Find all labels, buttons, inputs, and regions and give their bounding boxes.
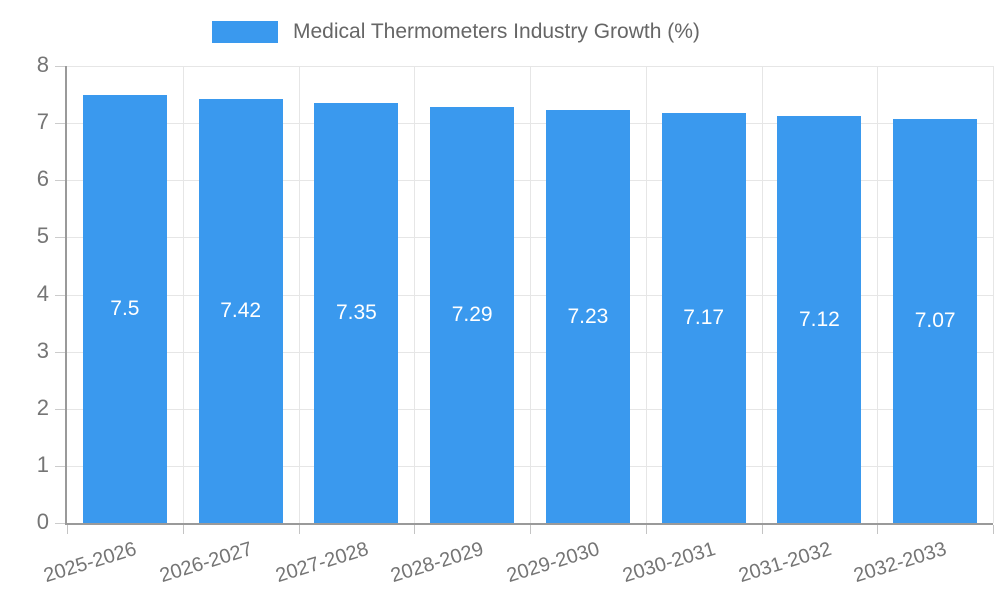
bar-value-label: 7.23 xyxy=(567,304,609,328)
x-axis-tick xyxy=(67,525,68,534)
x-axis-tick xyxy=(182,525,184,534)
x-axis-category-label: 2029-2030 xyxy=(504,538,603,588)
x-axis-category-label: 2025-2026 xyxy=(41,538,140,588)
y-axis-tick xyxy=(55,408,65,410)
y-axis-tick-label: 1 xyxy=(36,451,49,477)
y-axis-tick xyxy=(55,180,65,182)
y-axis-tick xyxy=(55,523,65,524)
bar[interactable]: 7.5 xyxy=(82,94,167,523)
plot-area: 0 1 2 3 4 5 6 7 8 7.5 7.42 7.35 7.29 7.23 7.17 7.12 7.07… xyxy=(37,52,994,587)
x-axis-category-label: 2032-2033 xyxy=(851,538,950,588)
bar[interactable]: 7.17 xyxy=(661,113,746,523)
v-gridline xyxy=(877,66,879,523)
y-axis-tick xyxy=(55,66,65,67)
y-axis-tick xyxy=(55,123,65,125)
bar-value-label: 7.17 xyxy=(683,306,725,330)
x-axis-tick xyxy=(530,525,531,534)
bar[interactable]: 7.42 xyxy=(198,99,283,523)
bar-value-label: 7.35 xyxy=(335,301,377,325)
bar-value-label: 7.42 xyxy=(220,299,262,323)
y-axis-tick-label: 0 xyxy=(36,508,49,534)
y-axis-tick-label: 6 xyxy=(36,166,49,192)
bar-value-label: 7.5 xyxy=(110,296,140,320)
y-axis-tick-label: 7 xyxy=(36,109,49,135)
y-axis-tick-label: 8 xyxy=(36,51,49,77)
y-axis-tick xyxy=(55,351,65,353)
v-gridline xyxy=(530,66,531,523)
v-gridline xyxy=(414,66,416,523)
y-axis-tick xyxy=(55,465,65,467)
x-axis-tick xyxy=(761,525,763,534)
y-axis-tick-label: 5 xyxy=(36,223,49,249)
y-axis-tick-label: 4 xyxy=(36,280,49,306)
y-axis-tick xyxy=(55,294,65,296)
v-gridline xyxy=(298,66,300,523)
bar[interactable]: 7.29 xyxy=(430,106,515,523)
v-gridline xyxy=(182,66,184,523)
v-gridline xyxy=(761,66,763,523)
x-axis-tick xyxy=(877,525,879,534)
bar-value-label: 7.07 xyxy=(914,309,956,333)
legend-label: Medical Thermometers Industry Growth (%) xyxy=(293,20,700,43)
y-axis-tick-label: 2 xyxy=(36,394,49,420)
v-gridline xyxy=(993,66,994,523)
y-axis-tick-label: 3 xyxy=(36,337,49,363)
x-axis-category-label: 2026-2027 xyxy=(157,538,256,588)
x-axis-category-label: 2028-2029 xyxy=(388,538,487,588)
legend-swatch-icon xyxy=(212,21,278,43)
bar[interactable]: 7.23 xyxy=(545,110,630,523)
x-axis-category-label: 2027-2028 xyxy=(272,538,371,588)
bar[interactable]: 7.12 xyxy=(777,116,862,523)
bar-value-label: 7.12 xyxy=(798,307,840,331)
y-axis-tick xyxy=(55,237,65,239)
x-axis-tick xyxy=(993,525,994,534)
x-axis-tick xyxy=(414,525,416,534)
x-axis-category-label: 2031-2032 xyxy=(735,538,834,588)
x-axis-line xyxy=(65,523,993,525)
x-axis-tick xyxy=(645,525,647,534)
x-axis-category-label: 2030-2031 xyxy=(620,538,719,588)
bar-value-label: 7.29 xyxy=(451,302,493,326)
bar[interactable]: 7.35 xyxy=(314,103,399,523)
x-axis-tick xyxy=(298,525,300,534)
v-gridline xyxy=(645,66,647,523)
chart-legend[interactable]: Medical Thermometers Industry Growth (%) xyxy=(212,20,700,44)
bar[interactable]: 7.07 xyxy=(893,119,978,523)
y-axis-line xyxy=(65,66,67,523)
